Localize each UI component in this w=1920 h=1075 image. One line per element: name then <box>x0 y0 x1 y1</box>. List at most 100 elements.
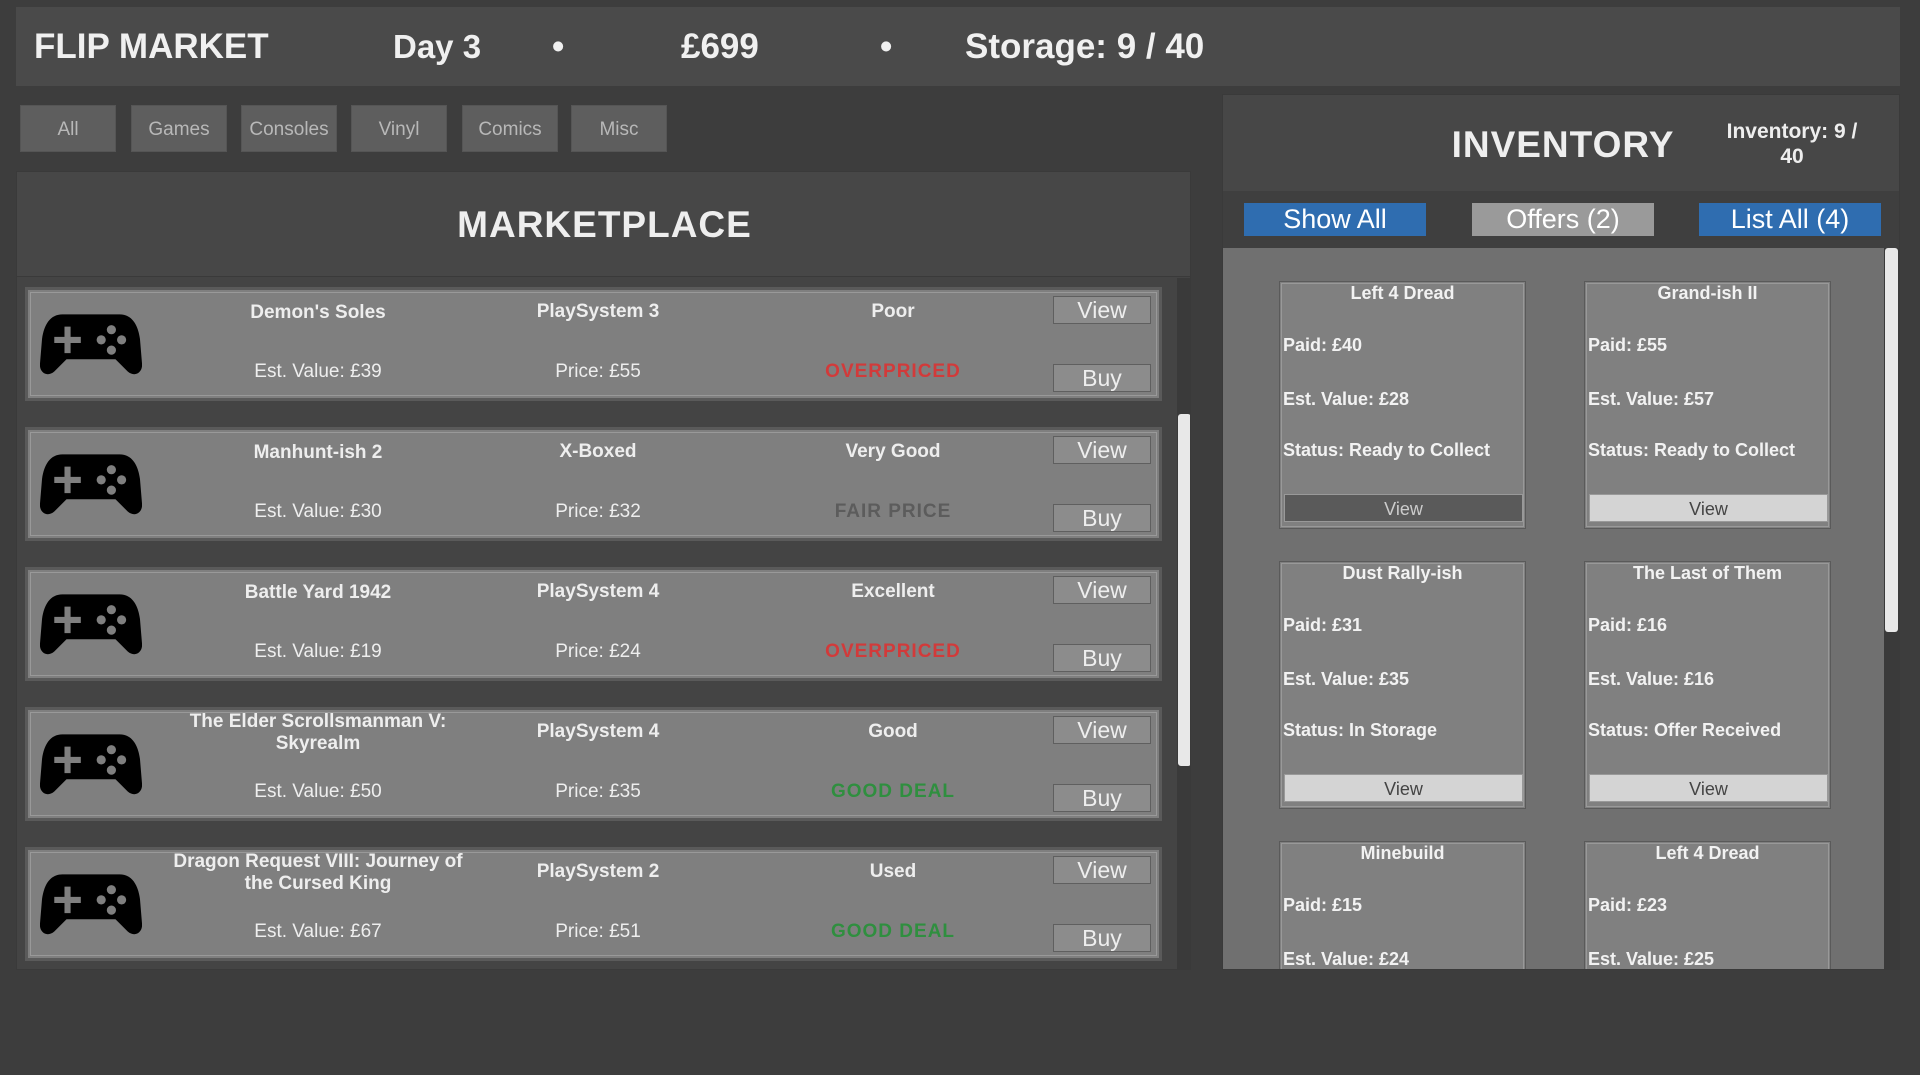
storage: Storage: 9 / 40 <box>965 27 1205 66</box>
condition: Good <box>868 721 918 742</box>
tab-button[interactable]: Offers (2) <box>1472 203 1654 236</box>
view-button[interactable]: View <box>1053 576 1151 604</box>
view-button[interactable]: View <box>1284 494 1523 522</box>
buy-button[interactable]: Buy <box>1053 644 1151 672</box>
inventory-count: Inventory: 9 / 40 <box>1726 120 1858 168</box>
est-value: Est. Value: £35 <box>1283 669 1410 689</box>
tab-button[interactable]: Show All <box>1244 203 1426 236</box>
listing-row: The Elder Scrollsmanman V: Skyrealm PlayS… <box>25 707 1162 821</box>
platform: PlaySystem 4 <box>536 721 660 742</box>
paid: Paid: £31 <box>1283 615 1363 635</box>
condition: Excellent <box>851 581 935 602</box>
filter-button[interactable]: Vinyl <box>351 105 447 152</box>
condition: Poor <box>871 301 915 322</box>
condition: Used <box>869 861 917 882</box>
panel-title: INVENTORY <box>1451 124 1675 165</box>
status: Status: In Storage <box>1283 720 1438 740</box>
paid: Paid: £16 <box>1588 615 1668 635</box>
est-value: Est. Value: £30 <box>254 501 382 522</box>
inventory-grid: Left 4 Dread Paid: £40 Est. Value: £28 Stat… <box>1223 248 1899 969</box>
platform: PlaySystem 2 <box>536 861 660 882</box>
paid: Paid: £23 <box>1588 895 1668 915</box>
view-button[interactable]: View <box>1053 436 1151 464</box>
item-name: Manhunt-ish 2 <box>253 442 383 463</box>
inventory-panel: INVENTORY Inventory: 9 / 40 Left 4 Dread… <box>1222 94 1900 970</box>
marketplace-panel: MARKETPLACE Demon's Soles PlaySystem 3 Poo… <box>16 171 1191 970</box>
card-title: Left 4 Dread <box>1350 283 1455 303</box>
price: Price: £35 <box>555 781 641 802</box>
controller-icon <box>40 732 142 798</box>
est-value: Est. Value: £25 <box>1588 949 1715 969</box>
est-value: Est. Value: £50 <box>254 781 382 802</box>
platform: PlaySystem 3 <box>536 301 660 322</box>
controller-icon <box>40 872 142 938</box>
inventory-card: Dust Rally-ish Paid: £31 Est. Value: £35 St… <box>1279 561 1526 809</box>
game-title: FLIP MARKET <box>34 27 269 66</box>
filter-button[interactable]: Consoles <box>241 105 337 152</box>
view-button[interactable]: View <box>1589 774 1828 802</box>
item-name: Dragon Request VIII: Journey of the Curs… <box>173 851 463 894</box>
tab-button[interactable]: List All (4) <box>1699 203 1881 236</box>
separator: • <box>880 27 893 66</box>
listing-row: Manhunt-ish 2 X-Boxed Very Good Est. Value:… <box>25 427 1162 541</box>
scrollbar[interactable] <box>1177 278 1190 969</box>
listing-row: Demon's Soles PlaySystem 3 Poor Est. Value:… <box>25 287 1162 401</box>
buy-button[interactable]: Buy <box>1053 784 1151 812</box>
item-name: The Elder Scrollsmanman V: Skyrealm <box>189 711 447 754</box>
panel-title: MARKETPLACE <box>17 172 1190 277</box>
paid: Paid: £40 <box>1283 335 1363 355</box>
est-value: Est. Value: £28 <box>1283 389 1410 409</box>
view-button[interactable]: View <box>1053 716 1151 744</box>
controller-icon <box>40 312 142 378</box>
filter-button[interactable]: Comics <box>462 105 558 152</box>
controller-icon <box>40 452 142 518</box>
money: £699 <box>681 27 759 66</box>
price: Price: £32 <box>555 501 641 522</box>
view-button[interactable]: View <box>1053 296 1151 324</box>
price: Price: £24 <box>555 641 641 662</box>
buy-button[interactable]: Buy <box>1053 364 1151 392</box>
view-button[interactable]: View <box>1053 856 1151 884</box>
card-title: Dust Rally-ish <box>1342 563 1463 583</box>
status: Status: Ready to Collect <box>1283 440 1491 460</box>
filter-button[interactable]: Games <box>131 105 227 152</box>
card-title: Grand-ish II <box>1657 283 1758 303</box>
controller-icon <box>40 592 142 658</box>
day: Day 3 <box>393 28 482 65</box>
card-title: The Last of Them <box>1632 563 1782 583</box>
est-value: Est. Value: £57 <box>1588 389 1715 409</box>
top-bar: FLIP MARKET Day 3 • £699 • Storage: 9 / … <box>16 7 1900 86</box>
deal: OVERPRICED <box>825 641 961 662</box>
card-title: Left 4 Dread <box>1655 843 1760 863</box>
est-value: Est. Value: £67 <box>254 921 382 942</box>
price: Price: £51 <box>555 921 641 942</box>
view-button[interactable]: View <box>1284 774 1523 802</box>
listing-row: Battle Yard 1942 PlaySystem 4 Excellent Est… <box>25 567 1162 681</box>
inventory-card: Grand-ish II Paid: £55 Est. Value: £57 Stat… <box>1584 281 1831 529</box>
filter-button[interactable]: All <box>20 105 116 152</box>
item-name: Battle Yard 1942 <box>244 582 392 603</box>
listing-row: Dragon Request VIII: Journey of the Curs… <box>25 847 1162 961</box>
item-name: Demon's Soles <box>250 302 386 323</box>
price: Price: £55 <box>555 361 641 382</box>
view-button[interactable]: View <box>1589 494 1828 522</box>
status: Status: Ready to Collect <box>1588 440 1796 460</box>
buy-button[interactable]: Buy <box>1053 924 1151 952</box>
paid: Paid: £55 <box>1588 335 1668 355</box>
inventory-card: The Last of Them Paid: £16 Est. Value: £16… <box>1584 561 1831 809</box>
platform: PlaySystem 4 <box>536 581 660 602</box>
est-value: Est. Value: £39 <box>254 361 382 382</box>
platform: X-Boxed <box>559 441 637 462</box>
scrollbar[interactable] <box>1884 248 1899 969</box>
est-value: Est. Value: £24 <box>1283 949 1410 969</box>
separator: • <box>552 27 565 66</box>
buy-button[interactable]: Buy <box>1053 504 1151 532</box>
deal: GOOD DEAL <box>830 921 956 942</box>
status: Status: Offer Received <box>1588 720 1782 740</box>
card-title: Minebuild <box>1360 843 1445 863</box>
inventory-card: Left 4 Dread Paid: £40 Est. Value: £28 Stat… <box>1279 281 1526 529</box>
filter-button[interactable]: Misc <box>571 105 667 152</box>
